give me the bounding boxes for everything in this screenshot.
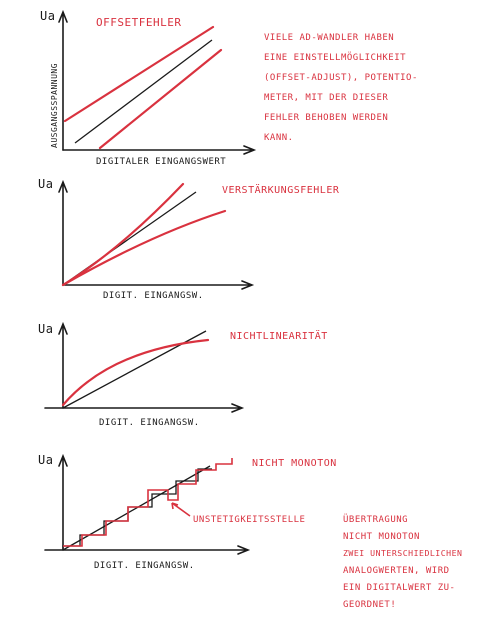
panel-offset-error-line-upper xyxy=(63,25,215,123)
panel-offset-y-axis xyxy=(58,9,68,151)
panel-offset-error-line-lower xyxy=(98,48,223,150)
nonmono-note-line-6: GEORDNET! xyxy=(343,600,396,610)
panel-nonlin-title: NICHTLINEARITÄT xyxy=(230,329,328,342)
offset-note-line-1: VIELE AD-WANDLER HABEN xyxy=(264,33,394,43)
panel-nonlin-x-axis xyxy=(44,403,245,413)
offset-note-line-6: KANN. xyxy=(264,133,294,143)
panel-nonmono-ylabel: Ua xyxy=(38,453,53,467)
panel-offset-x-axis xyxy=(62,145,257,155)
panel-nonmono-y-axis xyxy=(58,453,68,551)
panel-offset-title: OFFSETFEHLER xyxy=(96,16,181,29)
panel-nonlin-y-axis xyxy=(58,321,68,409)
panel-nonmono-error-staircase xyxy=(63,458,233,547)
nonmono-note: ÜBERTRAGUNG NICHT MONOTON ZWEI UNTERSCHI… xyxy=(343,514,462,610)
panel-offset-ylabel: Ua xyxy=(40,9,55,23)
panel-nonlin-xlabel: DIGIT. EINGANGSW. xyxy=(99,418,200,428)
panel-offset-xlabel: DIGITALER EINGANGSWERT xyxy=(96,157,226,167)
panel-gain-x-axis xyxy=(62,280,255,290)
nonmono-note-line-4: ANALOGWERTEN, WIRD xyxy=(343,566,450,576)
panel-offset: Ua AUSGANGSSPANNUNG OFFSETFEHLER DIGITAL… xyxy=(40,9,257,167)
offset-note: VIELE AD-WANDLER HABEN EINE EINSTELLMÖGL… xyxy=(264,33,418,143)
panel-gain-ylabel: Ua xyxy=(38,177,53,191)
panel-gain-error-line-flat xyxy=(61,209,227,287)
panel-nonmono-xlabel: DIGIT. EINGANGSW. xyxy=(94,561,195,571)
nonmono-note-line-2: NICHT MONOTON xyxy=(343,532,420,542)
panel-gain-title: VERSTÄRKUNGSFEHLER xyxy=(222,183,340,196)
panel-nonmono: Ua UNSTETIGKEITSSTELLE NICHT MONOTON DIG… xyxy=(38,453,337,571)
panel-gain-y-axis xyxy=(58,179,68,286)
panel-offset-ideal-line xyxy=(74,39,213,144)
nonmono-note-line-3: ZWEI UNTERSCHIEDLICHEN xyxy=(343,548,462,558)
offset-note-line-5: FEHLER BEHOBEN WERDEN xyxy=(264,113,388,123)
panel-nonlin-ylabel: Ua xyxy=(38,322,53,336)
offset-note-line-2: EINE EINSTELLMÖGLICHKEIT xyxy=(264,52,406,63)
nonmono-note-line-1: ÜBERTRAGUNG xyxy=(343,514,408,525)
panel-gain: Ua VERSTÄRKUNGSFEHLER DIGIT. EINGANGSW. xyxy=(38,177,340,301)
panel-nonmono-title: NICHT MONOTON xyxy=(252,458,337,469)
panel-nonlin-error-curve xyxy=(61,338,210,407)
offset-note-line-4: METER, MIT DER DIESER xyxy=(264,93,388,103)
panel-offset-yaxis-title: AUSGANGSSPANNUNG xyxy=(50,63,59,148)
panel-nonmono-callout-arrow xyxy=(171,502,191,517)
panel-nonlin: Ua NICHTLINEARITÄT DIGIT. EINGANGSW. xyxy=(38,321,328,428)
panel-nonmono-x-axis xyxy=(44,545,251,555)
offset-note-line-3: (OFFSET-ADJUST), POTENTIO- xyxy=(264,73,418,83)
panel-gain-xlabel: DIGIT. EINGANGSW. xyxy=(103,291,204,301)
panel-nonmono-callout: UNSTETIGKEITSSTELLE xyxy=(193,515,305,525)
panel-nonmono-ideal-line xyxy=(62,465,211,551)
nonmono-note-line-5: EIN DIGITALWERT ZU- xyxy=(343,583,455,593)
